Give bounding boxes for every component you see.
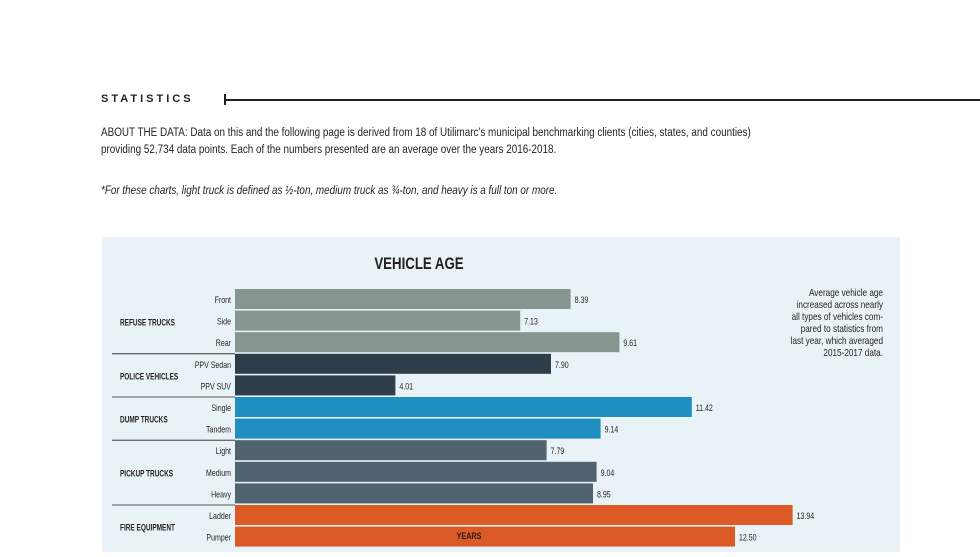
annotation-line: Average vehicle age [809,287,883,298]
group-label-police-vehicles: POLICE VEHICLES [120,371,178,381]
chart-groups: Front 8.39 Side 7.13 Rear 9.61 REFUSE TRUCKS PP… [112,289,815,547]
about-line-1: ABOUT THE DATA: Data on this and the fol… [101,127,751,139]
bar-label-ladder: Ladder [209,511,231,521]
bar-pickup-trucks-light [235,440,547,461]
value-label-rear: 9.61 [623,338,637,348]
value-label-ppv-sedan: 7.90 [555,360,569,370]
bar-label-heavy: Heavy [211,490,232,500]
chart-title: VEHICLE AGE [374,255,463,274]
annotation-line: last year, which averaged [791,335,883,346]
group-label-fire-equipment: FIRE EQUIPMENT [120,523,175,533]
bar-dump-trucks-tandem [235,418,601,439]
section-label: STATISTICS [101,93,194,105]
bar-label-tandem: Tandem [206,425,231,435]
bar-fire-equipment-pumper [235,526,735,547]
bar-refuse-trucks-rear [235,332,620,353]
annotation-line: all types of vehicles com- [792,311,883,322]
bar-pickup-trucks-heavy [235,483,593,504]
bar-label-ppv-suv: PPV SUV [201,382,232,392]
bar-refuse-trucks-front [235,289,571,309]
value-label-front: 8.39 [575,295,589,305]
bar-label-light: Light [216,446,232,456]
bar-label-medium: Medium [206,468,231,478]
value-label-side: 7.13 [524,317,538,327]
bar-label-rear: Rear [216,338,231,348]
about-line-2: providing 52,734 data points. Each of th… [101,144,557,156]
annotation-line: 2015-2017 data. [823,347,883,358]
value-label-heavy: 8.95 [597,490,611,500]
vehicle-age-chart: VEHICLE AGE Front 8.39 Side 7.13 Rear 9.61 REF… [112,255,884,547]
value-label-ladder: 13.94 [797,511,815,521]
section-rule [224,99,980,101]
bar-pickup-trucks-medium [235,461,597,482]
bar-police-vehicles-ppv-suv [235,375,396,396]
group-label-refuse-trucks: REFUSE TRUCKS [120,317,175,327]
bar-label-side: Side [217,317,231,327]
bar-fire-equipment-ladder [235,505,793,525]
truck-definition-note: *For these charts, light truck is define… [101,185,558,197]
chart-panel: VEHICLE AGE Front 8.39 Side 7.13 Rear 9.61 REF… [102,237,900,552]
bar-label-single: Single [211,403,231,413]
annotation-line: increased across nearly [797,299,884,310]
bar-label-ppv-sedan: PPV Sedan [195,360,231,370]
value-label-ppv-suv: 4.01 [399,382,413,392]
group-label-dump-trucks: DUMP TRUCKS [120,415,168,425]
annotation-line: pared to statistics from [801,323,883,334]
bar-dump-trucks-single [235,397,692,417]
bar-police-vehicles-ppv-sedan [235,353,551,374]
x-axis-label: YEARS [457,531,482,541]
value-label-medium: 9.04 [601,468,615,478]
value-label-pumper: 12.50 [739,533,757,543]
bar-label-pumper: Pumper [206,533,231,543]
value-label-tandem: 9.14 [605,425,619,435]
bar-refuse-trucks-side [235,310,521,331]
group-label-pickup-trucks: PICKUP TRUCKS [120,469,173,479]
value-label-single: 11.42 [696,403,713,413]
value-label-light: 7.79 [551,446,565,456]
bar-label-front: Front [215,295,232,305]
about-the-data: ABOUT THE DATA: Data on this and the fol… [101,125,780,159]
